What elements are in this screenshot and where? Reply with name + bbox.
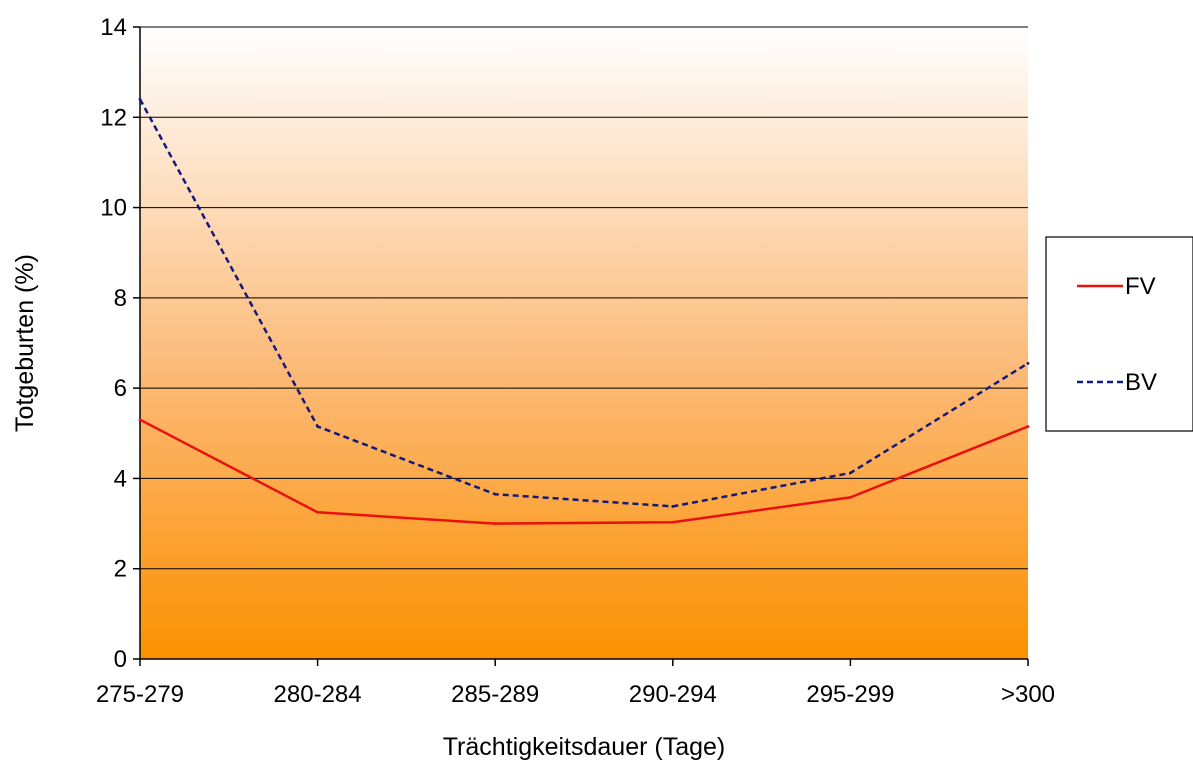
- data-point-bv: [494, 493, 497, 496]
- plot-area: [140, 27, 1028, 659]
- data-point-fv: [849, 496, 852, 499]
- x-ticks: 275-279 280-284 285-289 290-294 295-299 >300: [96, 659, 1055, 708]
- legend: FV BV: [1046, 237, 1193, 431]
- data-point-fv: [316, 511, 319, 514]
- y-tick-label: 6: [114, 375, 127, 402]
- y-tick-label: 4: [114, 465, 127, 492]
- x-tick-label: 290-294: [629, 681, 717, 708]
- legend-label-bv: BV: [1125, 369, 1157, 396]
- x-tick-label: >300: [1001, 681, 1055, 708]
- data-point-fv: [671, 521, 674, 524]
- x-tick-label: 295-299: [806, 681, 894, 708]
- data-point-fv: [1027, 425, 1030, 428]
- data-point-bv: [671, 505, 674, 508]
- y-tick-label: 12: [100, 104, 127, 131]
- y-tick-label: 14: [100, 14, 127, 41]
- y-ticks: 0 2 4 6 8 10 12 14: [100, 14, 140, 673]
- data-point-fv: [139, 418, 142, 421]
- legend-label-fv: FV: [1125, 273, 1156, 300]
- y-tick-label: 2: [114, 556, 127, 583]
- data-point-bv: [316, 425, 319, 428]
- y-tick-label: 0: [114, 646, 127, 673]
- x-tick-label: 280-284: [274, 681, 362, 708]
- x-axis-title: Trächtigkeitsdauer (Tage): [443, 733, 726, 761]
- y-axis-title: Totgeburten (%): [11, 254, 39, 432]
- legend-box: [1046, 237, 1193, 431]
- data-point-bv: [1027, 362, 1030, 365]
- x-tick-label: 285-289: [451, 681, 539, 708]
- y-tick-label: 10: [100, 195, 127, 222]
- data-point-fv: [494, 522, 497, 525]
- data-point-bv: [849, 472, 852, 475]
- data-point-bv: [139, 98, 142, 101]
- y-tick-label: 8: [114, 285, 127, 312]
- x-tick-label: 275-279: [96, 681, 184, 708]
